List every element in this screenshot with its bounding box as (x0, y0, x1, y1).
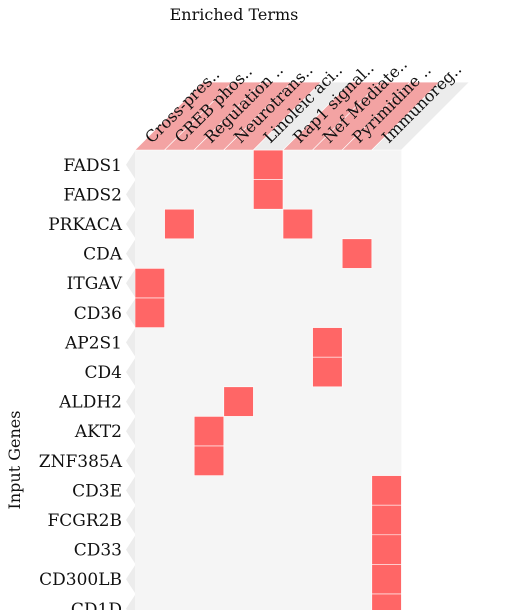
row-label-tab (126, 210, 135, 238)
heatmap-cell (164, 208, 195, 240)
row-label: ALDH2 (58, 393, 122, 413)
y-axis-label: Input Genes (5, 411, 24, 510)
row-label: CD36 (74, 304, 122, 324)
heatmap-cell (371, 593, 402, 615)
row-label-tab (126, 299, 135, 327)
heatmap-cell (341, 238, 373, 269)
row-label-tab (126, 476, 135, 505)
heatmap-cell (312, 356, 343, 388)
row-label: CD4 (85, 363, 122, 383)
row-label-tab (126, 565, 135, 593)
row-label: FADS2 (63, 185, 122, 205)
column-labels: Cross-pres..CREB phos..Regulation ..Neur… (134, 55, 471, 151)
heatmap-cell (371, 475, 402, 506)
row-label: PRKACA (48, 215, 123, 235)
row-label: AP2S1 (64, 333, 122, 353)
row-label-tab (126, 239, 135, 268)
row-label-tab (126, 358, 135, 386)
row-label: FADS1 (63, 156, 122, 176)
row-labels: FADS1 FADS2 PRKACA CDA ITGAV CD36 AP2S1 CD4 ALDH… (39, 151, 135, 615)
heatmap-cell (312, 327, 343, 358)
heatmap-cell (253, 149, 284, 180)
row-label: FCGR2B (48, 511, 123, 531)
heatmap-cell (193, 416, 225, 447)
heatmap-cell (134, 268, 165, 299)
heatmap-cell (371, 534, 402, 565)
row-label-tab (126, 269, 135, 297)
heatmap-cell (223, 386, 254, 417)
row-label-tab (126, 387, 135, 416)
row-label-tab (126, 328, 135, 357)
chart-title: Enriched Terms (170, 5, 299, 24)
row-label-tab (126, 506, 135, 534)
row-label: CD33 (74, 541, 122, 561)
row-label: CD1D (71, 600, 122, 610)
heatmap-grid (134, 149, 402, 615)
row-label: CD300LB (39, 570, 122, 590)
row-label: CD3E (72, 481, 122, 501)
row-label-tab (126, 151, 135, 179)
row-label: AKT2 (74, 422, 122, 442)
heatmap-cell (282, 208, 313, 240)
heatmap-cell (371, 564, 402, 595)
heatmap-cell (371, 504, 402, 536)
row-label: ITGAV (67, 274, 123, 294)
heatmap-cell (193, 445, 225, 476)
row-label-tab (126, 447, 135, 475)
column-label-tab (371, 81, 471, 151)
heatmap-cell (134, 297, 165, 328)
row-label: ZNF385A (39, 452, 123, 472)
row-label-tab (126, 417, 135, 445)
heatmap-cell (253, 179, 284, 210)
row-label-tab (126, 535, 135, 564)
row-label-tab (126, 595, 135, 615)
row-label-tab (126, 180, 135, 209)
row-label: CDA (83, 245, 123, 265)
